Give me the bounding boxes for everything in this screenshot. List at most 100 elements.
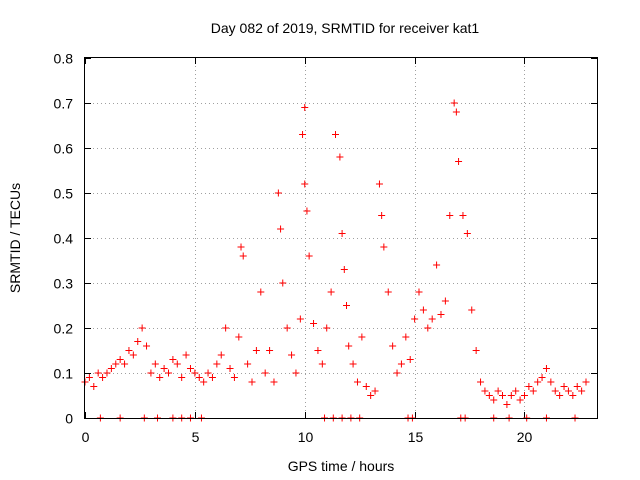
- data-point: [160, 365, 168, 372]
- data-point: [314, 347, 322, 354]
- x-tick-label: 20: [517, 429, 533, 445]
- data-point: [143, 342, 151, 350]
- data-point: [230, 374, 238, 381]
- data-point: [494, 387, 502, 395]
- data-point: [323, 324, 331, 332]
- data-point: [582, 378, 590, 386]
- data-point: [270, 378, 278, 386]
- data-point: [257, 288, 265, 296]
- x-tick-label: 5: [192, 429, 200, 445]
- data-point: [336, 153, 344, 161]
- data-point: [186, 365, 194, 372]
- data-point: [99, 374, 107, 381]
- data-point: [503, 401, 511, 408]
- data-point: [450, 99, 458, 107]
- data-point: [345, 342, 353, 350]
- data-point: [252, 347, 260, 354]
- data-point: [204, 369, 212, 377]
- data-point: [279, 279, 287, 287]
- data-point: [299, 131, 307, 138]
- data-point: [397, 360, 405, 368]
- data-point: [121, 360, 129, 368]
- plot-frame: [84, 57, 598, 419]
- data-point: [380, 243, 388, 251]
- data-point: [200, 378, 208, 386]
- data-point: [237, 243, 245, 251]
- y-tick-label: 0.2: [54, 321, 74, 337]
- data-point: [138, 324, 146, 332]
- data-point: [178, 374, 186, 381]
- data-point: [151, 360, 159, 368]
- data-point: [556, 392, 564, 399]
- data-point: [332, 131, 340, 138]
- data-point: [485, 392, 493, 399]
- data-point: [305, 252, 313, 260]
- x-tick-label: 10: [298, 429, 314, 445]
- data-point: [490, 396, 498, 404]
- data-point: [551, 387, 559, 395]
- data-point: [327, 288, 335, 296]
- y-tick-label: 0.7: [54, 96, 74, 112]
- data-point: [244, 360, 252, 368]
- data-point: [564, 387, 572, 395]
- data-point: [353, 378, 361, 386]
- data-point: [371, 387, 379, 395]
- data-point: [507, 392, 515, 399]
- data-point: [222, 324, 230, 332]
- data-point: [288, 351, 296, 359]
- y-tick-label: 0.8: [54, 51, 74, 67]
- data-point: [94, 369, 102, 377]
- data-point: [481, 387, 489, 395]
- data-point: [534, 378, 542, 386]
- y-tick-label: 0.1: [54, 366, 74, 382]
- data-point: [463, 230, 471, 237]
- data-point: [266, 347, 274, 354]
- data-point: [248, 378, 256, 386]
- data-point: [375, 180, 383, 188]
- data-point: [499, 392, 507, 399]
- data-point: [173, 360, 181, 368]
- data-point: [292, 369, 300, 377]
- data-point: [342, 302, 350, 309]
- data-point: [569, 392, 577, 399]
- data-point: [191, 369, 199, 377]
- data-point: [303, 207, 311, 215]
- y-tick-label: 0.5: [54, 186, 74, 202]
- data-point: [547, 378, 555, 386]
- data-point: [125, 347, 133, 354]
- data-point: [239, 252, 247, 260]
- data-point: [134, 338, 142, 345]
- data-point: [169, 356, 177, 363]
- x-axis-ticks: 0 5 10 15 20: [82, 58, 533, 445]
- data-point: [310, 320, 318, 327]
- x-axis-label: GPS time / hours: [288, 458, 395, 474]
- data-point: [538, 374, 546, 381]
- chart-title: Day 082 of 2019, SRMTID for receiver kat…: [211, 20, 480, 36]
- data-point: [437, 311, 445, 318]
- y-tick-label: 0.6: [54, 141, 74, 157]
- data-point: [578, 387, 586, 395]
- data-point: [459, 212, 467, 219]
- data-point: [362, 383, 370, 390]
- data-point: [358, 333, 366, 341]
- data-point: [516, 396, 524, 404]
- y-tick-label: 0: [65, 411, 73, 427]
- data-point: [406, 356, 414, 363]
- data-point: [277, 225, 285, 233]
- data-point: [90, 383, 98, 390]
- data-point: [235, 333, 243, 341]
- data-point: [182, 351, 190, 359]
- data-point: [208, 374, 216, 381]
- data-point: [384, 288, 392, 296]
- data-point: [455, 158, 463, 165]
- data-point: [226, 365, 234, 372]
- data-point: [85, 374, 93, 381]
- data-point: [477, 378, 485, 386]
- data-point: [378, 212, 386, 219]
- x-tick-label: 15: [408, 429, 424, 445]
- data-point: [525, 383, 533, 390]
- data-point: [529, 387, 537, 395]
- data-point: [340, 266, 348, 273]
- y-axis-label: SRMTID / TECUs: [7, 183, 23, 293]
- data-point: [441, 297, 449, 305]
